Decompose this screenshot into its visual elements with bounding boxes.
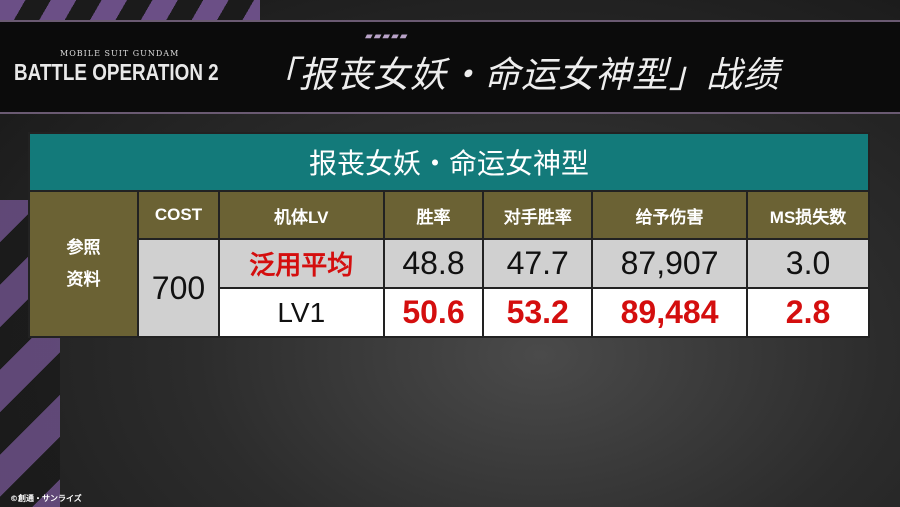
ms-lost: 3.0: [746, 238, 870, 289]
copyright: ©創通・サンライズ: [10, 494, 82, 503]
column-header: 给予伤害: [591, 190, 749, 240]
table-row: LV1 50.6 53.2 89,484 2.8: [29, 287, 870, 338]
header-banner: ▰▰▰▰▰ MOBILE SUIT GUNDAM BATTLE OPERATIO…: [0, 20, 900, 114]
win-rate: 48.8: [382, 238, 485, 289]
row-label: 泛用平均: [218, 238, 385, 289]
column-header: 胜率: [382, 190, 485, 240]
column-header: COST: [137, 190, 220, 240]
damage: 87,907: [591, 238, 749, 289]
win-rate: 50.6: [382, 287, 485, 338]
opp-win-rate: 47.7: [482, 238, 594, 289]
table-row: 700 泛用平均 48.8 47.7 87,907 3.0: [29, 238, 870, 338]
reference-label: 参照 资料: [28, 190, 139, 338]
opp-win-rate: 53.2: [482, 287, 594, 338]
column-header: MS损失数: [746, 190, 870, 240]
page-title: 「报丧女妖・命运女神型」战绩: [262, 55, 781, 96]
decorative-marks: ▰▰▰▰▰: [365, 31, 409, 42]
row-label: LV1: [218, 287, 385, 338]
ms-lost: 2.8: [746, 287, 870, 338]
logo-subtitle: MOBILE SUIT GUNDAM: [60, 49, 180, 58]
column-header: 机体LV: [218, 190, 385, 240]
cost-value: 700: [137, 238, 220, 338]
header-row: 参照 资料 COST 机体LV 胜率 对手胜率 给予伤害 MS损失数: [28, 190, 870, 338]
damage: 89,484: [591, 287, 749, 338]
game-logo: BATTLE OPERATION 2: [14, 59, 219, 85]
stats-table: 报丧女妖・命运女神型 参照 资料 COST 机体LV 胜率 对手胜率 给予伤害 M…: [28, 132, 870, 338]
column-header: 对手胜率: [482, 190, 594, 240]
table-title: 报丧女妖・命运女神型: [28, 132, 870, 192]
decorative-stripes: [0, 0, 260, 20]
